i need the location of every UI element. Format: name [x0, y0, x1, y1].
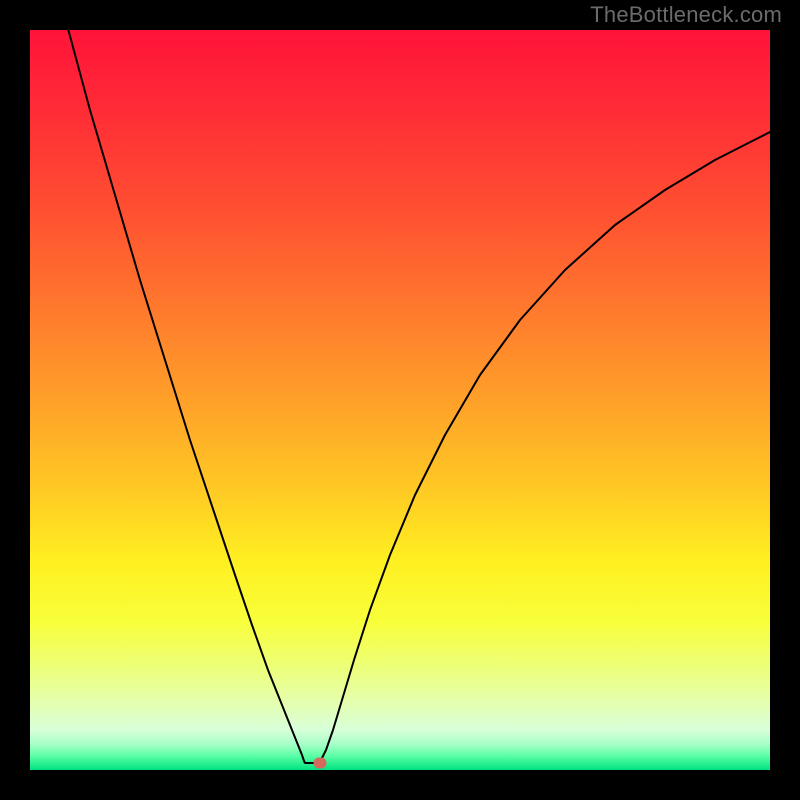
bottleneck-curve	[30, 30, 770, 770]
plot-area	[30, 30, 770, 770]
minimum-marker	[314, 758, 327, 769]
watermark-text: TheBottleneck.com	[590, 2, 782, 28]
chart-container: { "watermark": { "text": "TheBottleneck.…	[0, 0, 800, 800]
